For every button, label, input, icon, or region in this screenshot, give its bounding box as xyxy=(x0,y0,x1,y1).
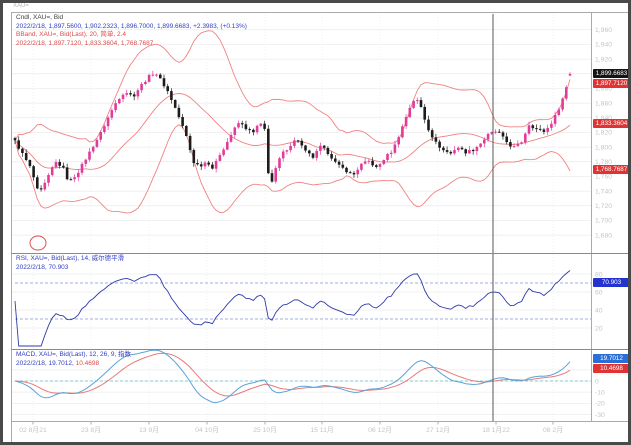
svg-text:60: 60 xyxy=(595,289,603,296)
price-legend-ohlc: 2022/2/18, 1,897.5600, 1,902.2323, 1,896… xyxy=(16,22,247,30)
svg-text:04 10月: 04 10月 xyxy=(195,426,219,434)
candles-layer xyxy=(13,70,572,192)
svg-text:1,880: 1,880 xyxy=(595,86,612,93)
svg-text:1,740: 1,740 xyxy=(595,188,612,195)
svg-text:1,780: 1,780 xyxy=(595,159,612,166)
svg-text:1,820: 1,820 xyxy=(595,130,612,137)
svg-text:1,800: 1,800 xyxy=(595,144,612,151)
rsi-legend: RSI, XAU=, Bid(Last), 14, 威尔德平滑 2022/2/1… xyxy=(16,255,124,272)
svg-text:25 10月: 25 10月 xyxy=(253,426,277,434)
chart-canvas: 1,9601,9401,9201,9001,8801,8601,8401,820… xyxy=(11,12,628,442)
macd-signal-badge: 10.4698 xyxy=(593,364,628,373)
macd-layer xyxy=(14,350,591,404)
svg-text:27 12月: 27 12月 xyxy=(426,426,450,434)
rsi-legend-value: 2022/2/18, 70.903 xyxy=(16,263,69,271)
bollinger-middle-badge: 1,833.3604 xyxy=(593,119,628,128)
window-caption: XAU= xyxy=(13,3,29,9)
macd-legend-signal-value: 10.4698 xyxy=(75,359,100,367)
bollinger-upper-badge: 1,897.7120 xyxy=(593,79,628,88)
svg-text:1,760: 1,760 xyxy=(595,174,612,181)
macd-legend-macd-value: 2022/2/18, 19.7012, xyxy=(16,359,76,367)
macd-legend-values: 2022/2/18, 19.7012, 10.4698 xyxy=(16,360,131,369)
svg-text:20: 20 xyxy=(595,325,603,332)
svg-text:1,720: 1,720 xyxy=(595,203,612,210)
svg-text:23 8月: 23 8月 xyxy=(81,426,101,434)
svg-text:1,960: 1,960 xyxy=(595,27,612,34)
svg-text:1,940: 1,940 xyxy=(595,42,612,49)
svg-text:06 12月: 06 12月 xyxy=(368,426,392,434)
bollinger-lower-badge: 1,768.7687 xyxy=(593,165,628,174)
svg-text:80: 80 xyxy=(595,271,603,278)
ellipse-annotation xyxy=(29,235,47,251)
svg-text:02 8月21: 02 8月21 xyxy=(19,426,47,434)
rsi-value-badge: 70.903 xyxy=(593,278,628,287)
macd-legend: MACD, XAU=, Bid(Last), 12, 26, 9, 指数 202… xyxy=(16,351,131,368)
macd-value-badge: 19.7012 xyxy=(593,354,628,363)
svg-text:15 11月: 15 11月 xyxy=(310,426,333,434)
svg-text:1,680: 1,680 xyxy=(595,232,612,239)
last-price-badge: 1,899.6683 xyxy=(593,69,628,78)
svg-text:40: 40 xyxy=(595,307,603,314)
macd-legend-title: MACD, XAU=, Bid(Last), 12, 26, 9, 指数 xyxy=(16,351,132,358)
svg-text:1,920: 1,920 xyxy=(595,56,612,63)
svg-text:1,860: 1,860 xyxy=(595,100,612,107)
svg-text:-30: -30 xyxy=(595,412,605,419)
bollinger-legend-title: BBand, XAU=, Bid(Last), 20, 简单, 2.4 xyxy=(16,31,127,38)
svg-text:-10: -10 xyxy=(595,389,605,396)
svg-text:0: 0 xyxy=(595,378,599,385)
bollinger-bands xyxy=(14,30,571,214)
price-legend-title: Cndl, XAU=, Bid xyxy=(16,14,64,21)
svg-text:-20: -20 xyxy=(595,401,605,408)
price-legend: Cndl, XAU=, Bid 2022/2/18, 1,897.5600, 1… xyxy=(16,14,247,48)
svg-text:08 2月: 08 2月 xyxy=(543,426,563,434)
svg-text:1,700: 1,700 xyxy=(595,218,612,225)
svg-text:18 1月22: 18 1月22 xyxy=(482,426,510,434)
bollinger-legend-values: 2022/2/18, 1,897.7120, 1,833.3604, 1,768… xyxy=(16,39,154,47)
rsi-layer xyxy=(14,270,591,347)
rsi-legend-title: RSI, XAU=, Bid(Last), 14, 威尔德平滑 xyxy=(16,255,125,262)
time-axis[interactable] xyxy=(11,421,628,442)
svg-text:1,840: 1,840 xyxy=(595,115,612,122)
svg-text:13 9月: 13 9月 xyxy=(139,426,159,434)
